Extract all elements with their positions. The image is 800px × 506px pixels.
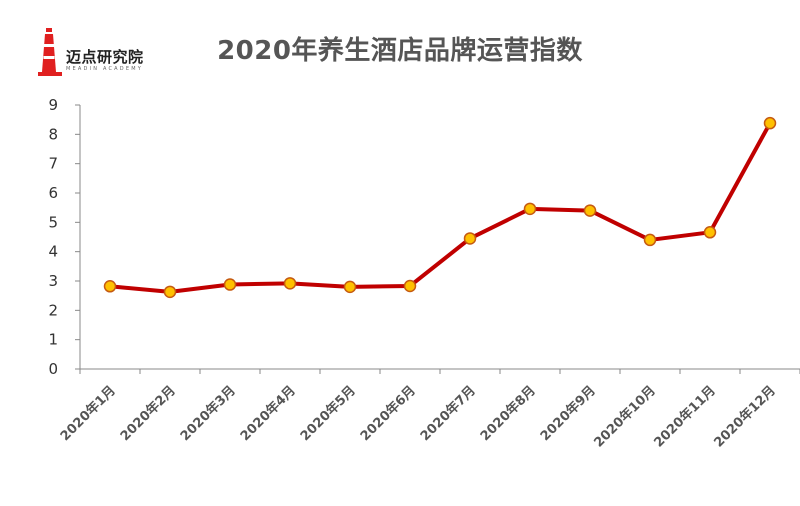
x-tick-label: 2020年6月 — [357, 383, 419, 445]
chart-title: 2020年养生酒店品牌运营指数 — [217, 36, 583, 66]
y-tick-label: 0 — [48, 360, 58, 378]
x-tick-label: 2020年8月 — [477, 383, 539, 445]
lighthouse-icon — [38, 28, 62, 76]
x-tick-label: 2020年12月 — [711, 383, 779, 451]
y-tick-label: 4 — [48, 243, 58, 261]
x-tick-label: 2020年7月 — [417, 383, 479, 445]
y-tick-label: 5 — [48, 213, 58, 231]
data-point — [343, 280, 357, 294]
data-point — [583, 204, 597, 217]
data-point — [523, 202, 537, 216]
logo-subtitle: MEADIN ACADEMY — [66, 66, 143, 72]
data-point — [223, 278, 237, 291]
data-point — [163, 285, 177, 299]
y-tick-label: 7 — [48, 155, 58, 173]
y-tick-label: 2 — [48, 301, 58, 319]
x-tick-label: 2020年1月 — [57, 383, 119, 445]
data-point — [763, 116, 777, 130]
data-point — [703, 226, 717, 239]
y-tick-label: 9 — [48, 96, 58, 114]
x-tick-label: 2020年5月 — [297, 383, 359, 445]
chart-axes — [75, 104, 800, 374]
y-tick-label: 8 — [48, 125, 58, 143]
data-point — [403, 279, 417, 293]
x-tick-label: 2020年3月 — [177, 383, 239, 445]
data-point — [103, 280, 117, 293]
logo-name: 迈点研究院 — [66, 48, 144, 66]
x-tick-label: 2020年10月 — [591, 383, 659, 451]
y-tick-label: 3 — [48, 272, 58, 290]
x-tick-label: 2020年2月 — [117, 383, 179, 445]
chart-series — [103, 116, 777, 299]
data-point — [643, 233, 657, 247]
x-tick-label: 2020年9月 — [537, 383, 599, 445]
data-point — [463, 232, 477, 245]
x-tick-label: 2020年11月 — [651, 383, 719, 451]
logo: 迈点研究院 MEADIN ACADEMY — [36, 22, 148, 78]
series-line — [108, 121, 772, 294]
y-tick-label: 1 — [48, 331, 58, 349]
data-point — [283, 277, 297, 290]
y-tick-label: 6 — [48, 184, 58, 202]
x-tick-label: 2020年4月 — [237, 383, 299, 445]
